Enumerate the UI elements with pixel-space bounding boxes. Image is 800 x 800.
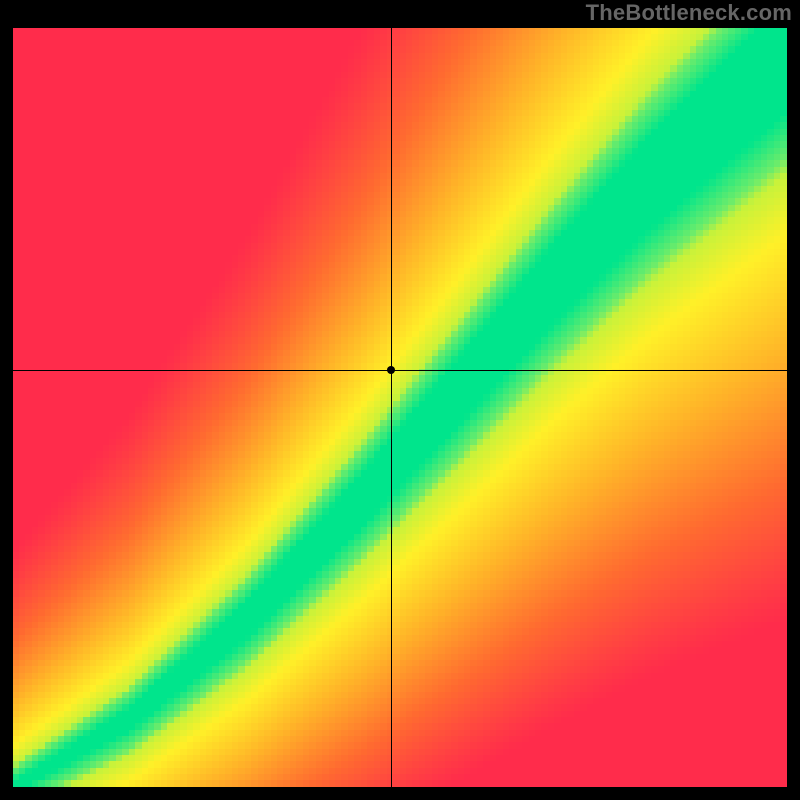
heatmap-canvas: [13, 28, 787, 787]
watermark-text: TheBottleneck.com: [586, 0, 792, 26]
crosshair-dot: [387, 366, 395, 374]
crosshair-vertical: [391, 28, 392, 787]
outer-frame: TheBottleneck.com: [0, 0, 800, 800]
crosshair-horizontal: [13, 370, 787, 371]
heatmap-plot: [13, 28, 787, 787]
